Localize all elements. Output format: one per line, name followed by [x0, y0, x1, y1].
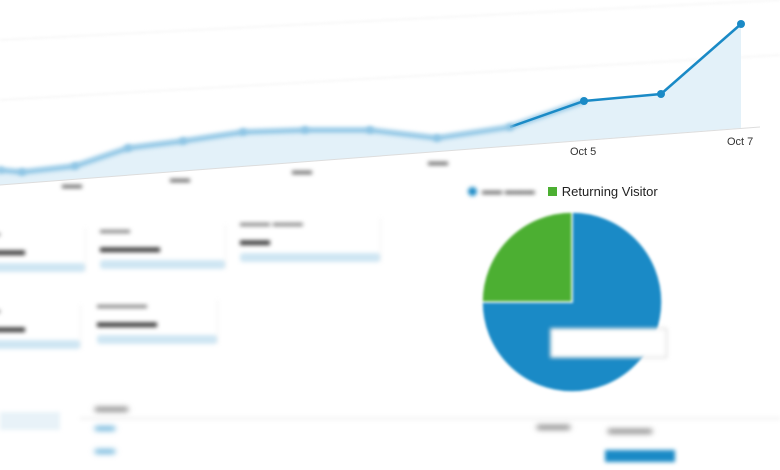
pie-legend: ▬▬ ▬▬▬ Returning Visitor — [468, 184, 658, 199]
line-point[interactable] — [124, 144, 132, 152]
pie-tooltip — [550, 328, 667, 358]
line-point[interactable] — [18, 168, 26, 176]
line-point[interactable] — [737, 20, 745, 28]
line-series — [509, 23, 742, 129]
x-tick-oct-5: Oct 5 — [570, 146, 597, 158]
line-point[interactable] — [580, 97, 588, 105]
gridline — [0, 54, 780, 101]
x-tick-oct-7: Oct 7 — [727, 136, 754, 148]
metric-card[interactable]: ▬▬▬ ▬▬▬▬ — [100, 225, 226, 269]
line-point[interactable] — [0, 166, 4, 174]
line-point[interactable] — [433, 134, 441, 142]
gridline — [0, 0, 780, 41]
metric-card[interactable]: ▬▬▬▬▬ ▬▬▬▬ — [97, 300, 218, 344]
line-point[interactable] — [366, 126, 374, 134]
pie-slice-returning[interactable] — [481, 211, 573, 303]
line-point[interactable] — [239, 128, 247, 136]
line-point[interactable] — [71, 162, 79, 170]
metric-card[interactable]: ▬▬▬▬▬ — [0, 228, 86, 272]
metric-card[interactable]: ▬▬▬ ▬▬▬ ▬▬ — [240, 218, 381, 262]
legend-label-new: ▬▬ ▬▬▬ — [482, 186, 535, 197]
metric-card[interactable]: ▬▬▬▬▬ — [0, 305, 81, 349]
data-table: ▬▬▬ ▬▬ ▬▬ ▬▬▬ ▬▬▬▬ — [0, 400, 780, 470]
line-point[interactable] — [179, 137, 187, 145]
x-axis-line — [0, 126, 761, 186]
line-point[interactable] — [301, 126, 309, 134]
line-area-fill — [0, 24, 741, 185]
sessions-line-chart — [0, 0, 780, 186]
legend-swatch-new — [468, 187, 477, 196]
legend-label-returning: Returning Visitor — [561, 184, 658, 199]
line-point[interactable] — [657, 90, 665, 98]
line-point[interactable] — [506, 123, 514, 131]
visitor-pie-chart — [481, 211, 663, 393]
legend-swatch-returning — [547, 187, 557, 196]
